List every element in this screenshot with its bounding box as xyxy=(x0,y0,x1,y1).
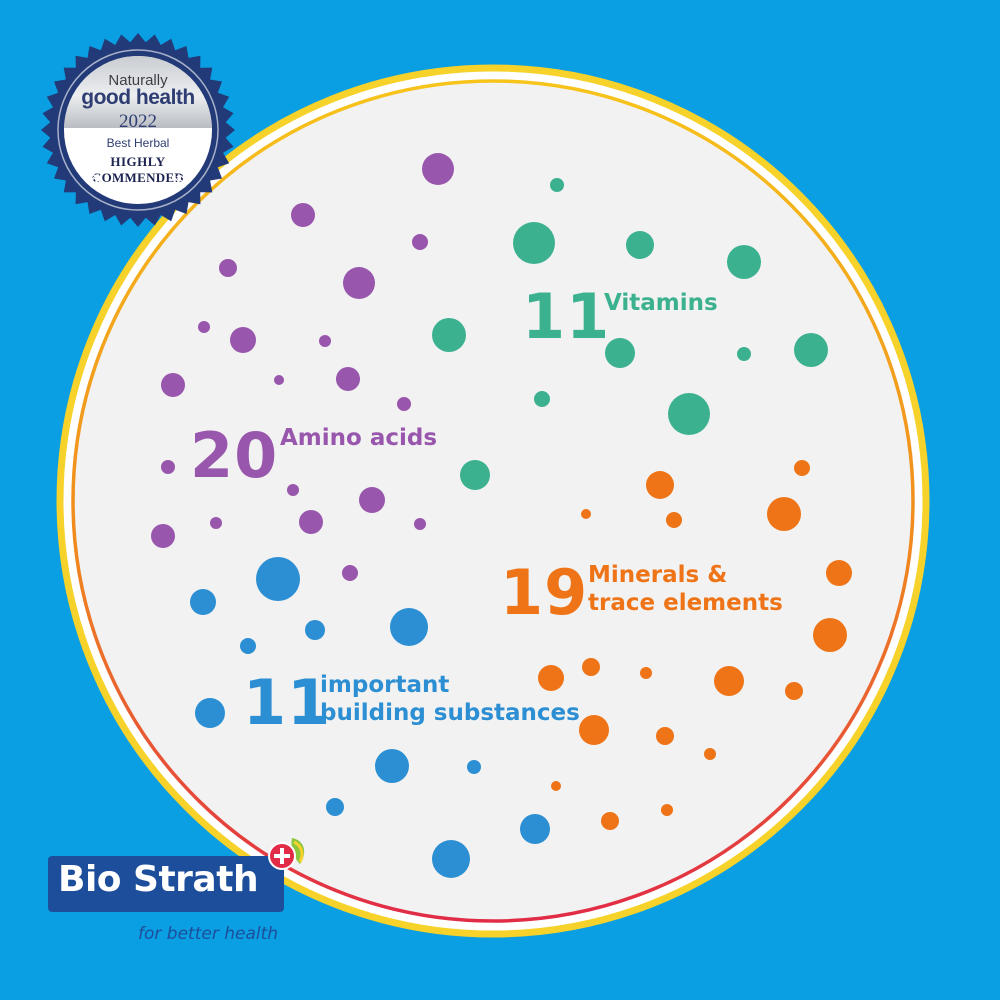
amino-acids-dot xyxy=(336,367,360,391)
badge-category: Best Herbal xyxy=(106,136,170,150)
building-substances-label: important building substances xyxy=(320,672,580,727)
amino-acids-dot xyxy=(198,321,210,333)
amino-acids-dot xyxy=(422,153,454,185)
minerals-dot xyxy=(813,618,847,652)
minerals-dot xyxy=(582,658,600,676)
building-substances-dot xyxy=(390,608,428,646)
minerals-dot xyxy=(640,667,652,679)
badge-year: 2022 xyxy=(119,111,157,132)
badge-line1: Naturally xyxy=(108,72,168,89)
vitamins-dot xyxy=(534,391,550,407)
amino-acids-dot xyxy=(161,460,175,474)
brand-logo-box xyxy=(48,856,284,912)
vitamins-count: 11 xyxy=(522,280,611,353)
badge-award-line2: COMMENDED xyxy=(91,170,185,185)
amino-acids-dot xyxy=(397,397,411,411)
amino-acids-dot xyxy=(414,518,426,530)
building-substances-dot xyxy=(190,589,216,615)
vitamins-dot xyxy=(513,222,555,264)
nutrient-dots xyxy=(151,153,852,878)
minerals-dot xyxy=(785,682,803,700)
minerals-dot xyxy=(794,460,810,476)
building-substances-count: 11 xyxy=(243,666,332,739)
amino-acids-dot xyxy=(151,524,175,548)
building-substances-dot xyxy=(520,814,550,844)
amino-acids-dot xyxy=(210,517,222,529)
svg-text:www.naturallygoodhealth.ie: www.naturallygoodhealth.ie xyxy=(82,164,194,201)
vitamins-dot xyxy=(626,231,654,259)
vitamins-dot xyxy=(668,393,710,435)
building-substances-dot xyxy=(195,698,225,728)
vitamins-label: Vitamins xyxy=(604,290,718,316)
building-substances-dot xyxy=(256,557,300,601)
building-substances-dot xyxy=(375,749,409,783)
amino-acids-dot xyxy=(342,565,358,581)
minerals-dot xyxy=(714,666,744,696)
minerals-label-line1: Minerals & xyxy=(588,562,728,588)
badge-line2: good health xyxy=(81,86,195,109)
minerals-dot xyxy=(601,812,619,830)
vitamins-dot xyxy=(737,347,751,361)
badge-url-text: www.naturallygoodhealth.ie xyxy=(82,164,194,201)
minerals-dot xyxy=(581,509,591,519)
amino-acids-dot xyxy=(319,335,331,347)
brand-logo-text: Bio Strath xyxy=(58,859,259,900)
amino-acids-dot xyxy=(299,510,323,534)
building-substances-dot xyxy=(467,760,481,774)
badge-face: Naturally good health 2022 Best Herbal H… xyxy=(64,56,212,204)
brand-tagline: for better health xyxy=(138,924,279,944)
minerals-label: Minerals & trace elements xyxy=(588,562,783,617)
minerals-dot xyxy=(704,748,716,760)
minerals-dot xyxy=(767,497,801,531)
minerals-dot xyxy=(579,715,609,745)
building-substances-dot xyxy=(305,620,325,640)
minerals-count: 19 xyxy=(500,556,589,629)
amino-acids-dot xyxy=(359,487,385,513)
minerals-dot xyxy=(551,781,561,791)
badge-award-line1: HIGHLY xyxy=(110,154,166,169)
amino-acids-dot xyxy=(219,259,237,277)
amino-acids-dot xyxy=(161,373,185,397)
vitamins-dot xyxy=(460,460,490,490)
vitamins-dot xyxy=(550,178,564,192)
award-badge: Naturally good health 2022 Best Herbal H… xyxy=(40,32,236,228)
amino-acids-dot xyxy=(274,375,284,385)
vitamins-dot xyxy=(605,338,635,368)
building-substances-dot xyxy=(432,840,470,878)
amino-acids-dot xyxy=(412,234,428,250)
building-substances-label-line1: important xyxy=(320,672,450,698)
vitamins-dot xyxy=(727,245,761,279)
minerals-dot xyxy=(661,804,673,816)
amino-acids-dot xyxy=(230,327,256,353)
amino-acids-dot xyxy=(287,484,299,496)
minerals-dot xyxy=(666,512,682,528)
amino-acids-count: 20 xyxy=(190,419,279,492)
minerals-dot xyxy=(656,727,674,745)
amino-acids-label: Amino acids xyxy=(280,425,438,451)
vitamins-dot xyxy=(432,318,466,352)
minerals-dot xyxy=(826,560,852,586)
inner-ring xyxy=(71,79,915,923)
minerals-label-line2: trace elements xyxy=(588,589,783,616)
amino-acids-dot xyxy=(291,203,315,227)
amino-acids-dot xyxy=(343,267,375,299)
plus-leaf-icon xyxy=(268,838,305,870)
badge-silver-band xyxy=(64,56,212,128)
badge-url: www.naturallygoodhealth.ie xyxy=(82,164,194,201)
vitamins-dot xyxy=(794,333,828,367)
building-substances-dot xyxy=(240,638,256,654)
minerals-dot xyxy=(646,471,674,499)
building-substances-label-line2: building substances xyxy=(320,699,580,726)
building-substances-dot xyxy=(326,798,344,816)
minerals-dot xyxy=(538,665,564,691)
